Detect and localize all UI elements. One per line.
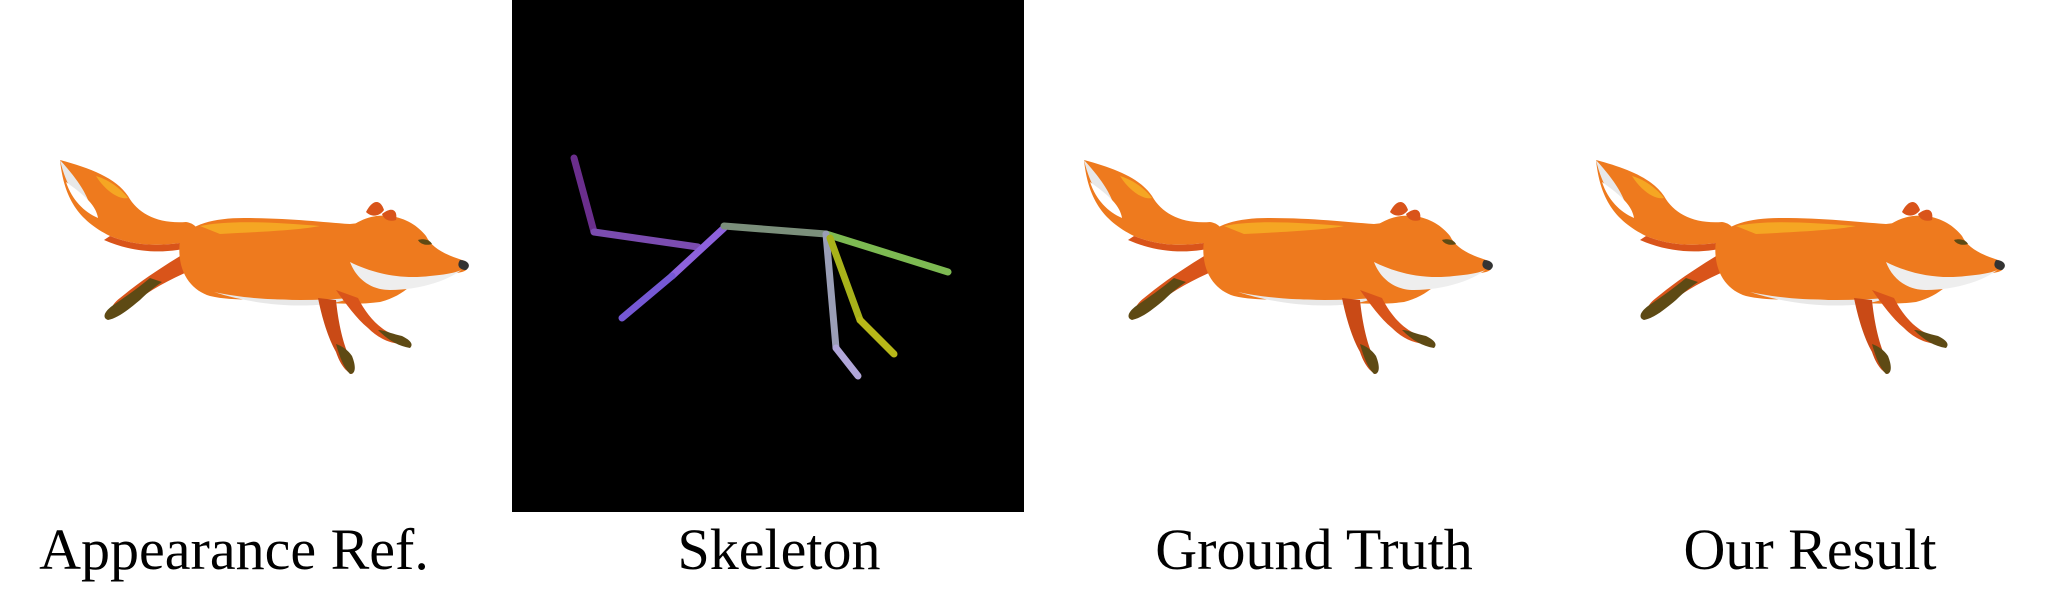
skeleton-pose-drawing (570, 154, 952, 380)
skeleton-bone-other-leg-upper (826, 234, 864, 324)
caption-our-result: Our Result (1683, 517, 1937, 582)
ground-truth-image (1024, 0, 1536, 512)
skeleton-bone-front-leg-lower (832, 344, 862, 380)
result-image (1536, 0, 2048, 512)
skeleton-bone-tail-upper (570, 154, 598, 236)
skeleton-bone-hind-thigh (668, 224, 728, 280)
appearance-reference-image (0, 0, 512, 512)
skeleton-bone-other-leg-lower (856, 316, 898, 358)
fox-illustration (1084, 160, 1493, 374)
skeleton-bone-spine (720, 222, 830, 238)
skeleton-bone-hind-shin (618, 272, 676, 322)
skeleton-image (512, 0, 1024, 512)
skeleton-bone-front-leg-upper (822, 230, 840, 352)
caption-skeleton: Skeleton (677, 517, 881, 582)
fox-illustration (60, 160, 469, 374)
skeleton-bone-neck-head (822, 230, 952, 276)
skeleton-bone-tail-lower (590, 228, 702, 251)
caption-ground-truth: Ground Truth (1155, 517, 1473, 582)
fox-illustration (1596, 160, 2005, 374)
caption-appearance-ref: Appearance Ref. (39, 517, 429, 582)
